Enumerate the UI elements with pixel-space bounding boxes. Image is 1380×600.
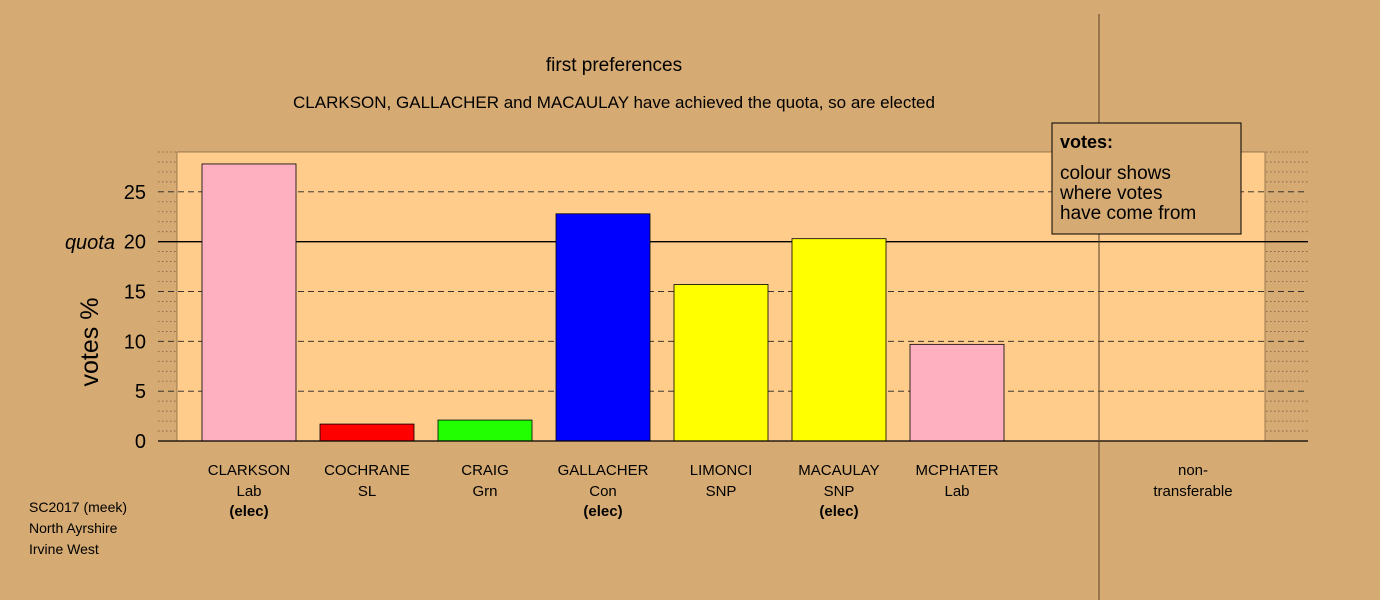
y-tick-label: 0 (135, 431, 146, 453)
x-label-party: SNP (824, 483, 855, 500)
x-label-non-transferable: transferable (1153, 483, 1232, 500)
bar (791, 238, 887, 442)
y-tick-label: 10 (124, 331, 146, 353)
x-label-name: MACAULAY (798, 462, 879, 479)
chart-title: first preferences (546, 55, 682, 76)
bar (673, 284, 769, 442)
legend-title: votes: (1060, 132, 1113, 152)
x-label-name: COCHRANE (324, 462, 410, 479)
x-label-name: MCPHATER (915, 462, 998, 479)
bar (201, 163, 297, 442)
x-label-name: CLARKSON (208, 462, 291, 479)
chart-subtitle: CLARKSON, GALLACHER and MACAULAY have ac… (293, 93, 935, 112)
bar (437, 419, 533, 442)
legend-box (1051, 122, 1242, 235)
footer: SC2017 (meek) North Ayrshire Irvine West (29, 497, 127, 560)
footer-council: North Ayrshire (29, 520, 118, 536)
y-axis: 0 5 10 15 20 25 (124, 182, 1308, 453)
x-label-party: Grn (472, 483, 497, 500)
bar (909, 343, 1005, 442)
x-label-party: SNP (706, 483, 737, 500)
x-labels: CLARKSON Lab (elec) COCHRANE SL CRAIG Grn GALLA… (208, 462, 1233, 520)
legend-line: have come from (1060, 203, 1196, 224)
bar (555, 213, 651, 442)
legend-line: where votes (1059, 183, 1162, 204)
x-label-party: Lab (236, 483, 261, 500)
x-label-name: GALLACHER (558, 462, 649, 479)
x-label-party: SL (358, 483, 376, 500)
quota-label: quota (65, 232, 115, 254)
x-label-status: (elec) (583, 503, 622, 520)
y-tick-label: 5 (135, 381, 146, 403)
y-axis-label: votes % (76, 298, 104, 387)
legend-line: colour shows (1060, 163, 1171, 184)
x-label-name: CRAIG (461, 462, 509, 479)
legend: votes: colour shows where votes have com… (1051, 122, 1242, 235)
y-tick-label: 25 (124, 182, 146, 204)
bar (319, 423, 415, 442)
x-label-status: (elec) (819, 503, 858, 520)
footer-ward: Irvine West (29, 541, 99, 557)
x-label-status: (elec) (229, 503, 268, 520)
bars (201, 163, 1005, 442)
x-label-party: Lab (944, 483, 969, 500)
x-label-name: LIMONCI (690, 462, 753, 479)
y-tick-label: 15 (124, 282, 146, 304)
footer-election: SC2017 (meek) (29, 499, 128, 515)
y-tick-label: 20 (124, 232, 146, 254)
x-label-party: Con (589, 483, 617, 500)
x-label-non-transferable: non- (1178, 462, 1208, 479)
